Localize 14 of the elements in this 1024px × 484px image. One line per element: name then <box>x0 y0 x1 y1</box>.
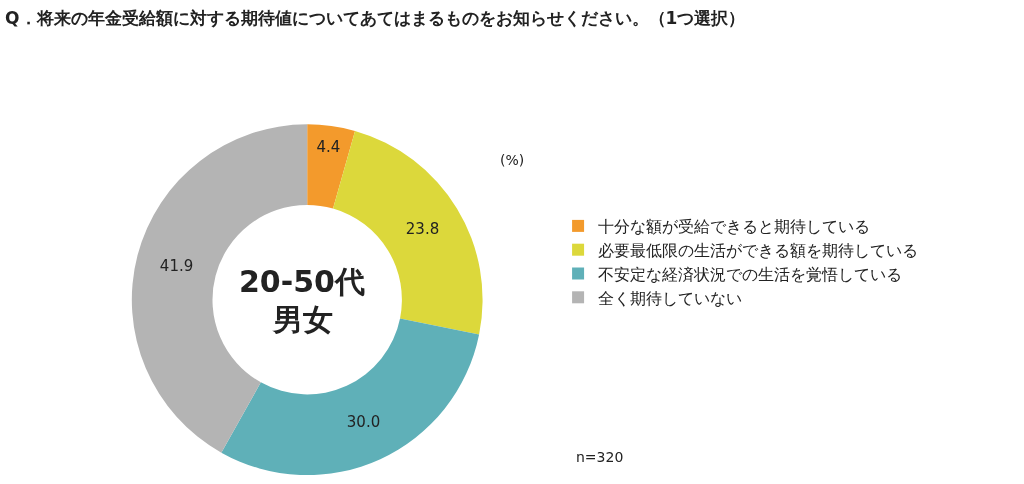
text: n=320 <box>576 449 624 465</box>
data-label: 30.0 <box>346 413 381 432</box>
data-label: 23.8 <box>405 220 440 239</box>
data-label: 41.9 <box>159 256 194 275</box>
legend-label: 必要最低限の生活ができる額を期待している <box>598 240 919 260</box>
text: 男女 <box>272 302 333 337</box>
text: 20-50代 <box>239 264 365 299</box>
legend-label: 全く期待していない <box>598 288 743 308</box>
legend-label: 不安定な経済状況での生活を覚悟している <box>598 264 903 284</box>
legend-label: 十分な額が受給できると期待している <box>598 217 871 237</box>
text: (%) <box>500 152 525 168</box>
donut-slice <box>307 124 356 209</box>
data-label: 4.4 <box>316 138 341 157</box>
chart-title: Q．将来の年金受給額に対する期待値についてあてはまるものをお知らせください。（1つ選択） <box>5 8 746 28</box>
